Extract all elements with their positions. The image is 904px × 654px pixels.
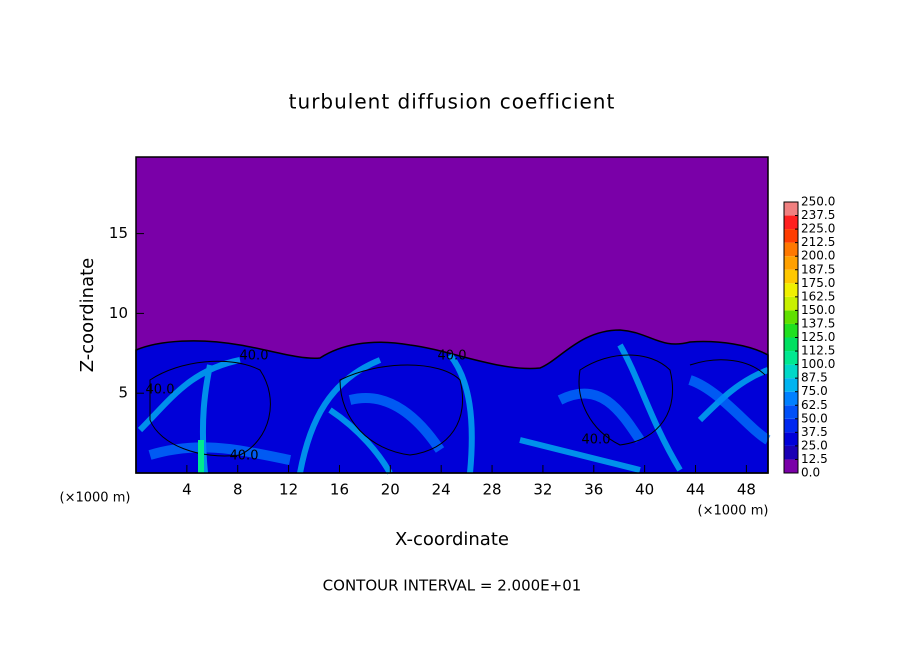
y-tick-label: 10	[109, 304, 128, 322]
colorbar-band	[784, 229, 798, 243]
field-contour	[149, 354, 766, 457]
colorbar-label: 187.5	[801, 262, 835, 276]
field	[135, 157, 771, 475]
x-tick-label: 36	[584, 481, 603, 499]
colorbar-label: 25.0	[801, 438, 828, 452]
x-tick-label: 20	[381, 481, 400, 499]
colorbar-band	[784, 202, 798, 216]
colorbar-label: 125.0	[801, 330, 835, 344]
y-tick-label: 15	[109, 224, 128, 242]
colorbar-label: 100.0	[801, 357, 835, 371]
colorbar-label: 250.0	[801, 195, 835, 209]
x-tick-label: 12	[279, 481, 298, 499]
contour-label: 40.0	[582, 433, 611, 448]
x-tick-label: 16	[330, 481, 349, 499]
colorbar-label: 0.0	[801, 466, 820, 480]
field-streak	[198, 440, 204, 473]
chart-title: turbulent diffusion coefficient	[289, 90, 616, 114]
colorbar-band	[784, 337, 798, 352]
contour-label: 40.0	[230, 449, 259, 464]
colorbar-band	[784, 432, 798, 446]
colorbar-label: 87.5	[801, 371, 828, 385]
colorbar-label: 137.5	[801, 316, 835, 330]
colorbar-label: 50.0	[801, 411, 828, 425]
x-unit: (×1000 m)	[698, 504, 769, 519]
colorbar-label: 150.0	[801, 303, 835, 317]
footer-note: CONTOUR INTERVAL = 2.000E+01	[323, 577, 582, 595]
colorbar-band	[784, 310, 798, 324]
colorbar-label: 162.5	[801, 289, 835, 303]
colorbar-band	[784, 215, 798, 230]
colorbar-band	[784, 283, 798, 297]
contour-label: 40.0	[240, 349, 269, 364]
colorbar-band	[784, 445, 798, 460]
x-tick-label: 40	[635, 481, 654, 499]
y-tick-label: 5	[118, 384, 128, 402]
colorbar-band	[784, 459, 798, 473]
field-streak	[137, 343, 770, 475]
colorbar-label: 212.5	[801, 235, 835, 249]
x-tick-label: 44	[686, 481, 705, 499]
colorbar-band	[784, 256, 798, 270]
colorbar-label: 237.5	[801, 208, 835, 222]
colorbar-band	[784, 242, 798, 257]
colorbar-label: 12.5	[801, 452, 828, 466]
colorbar-label: 225.0	[801, 222, 835, 236]
colorbar-band	[784, 391, 798, 406]
field-streak	[148, 375, 771, 465]
x-tick-label: 48	[737, 481, 756, 499]
x-tick-label: 24	[432, 481, 451, 499]
colorbar-label: 37.5	[801, 425, 828, 439]
colorbar-band	[784, 269, 798, 284]
plot-frame	[135, 156, 769, 474]
x-unit: (×1000 m)	[60, 491, 131, 506]
colorbar-label: 75.0	[801, 384, 828, 398]
colorbar-band	[784, 405, 798, 419]
colorbar-band	[784, 378, 798, 392]
colorbar-label: 175.0	[801, 276, 835, 290]
colorbar-band	[784, 364, 798, 379]
y-axis-label: Z-coordinate	[77, 258, 98, 373]
colorbar-band	[784, 323, 798, 338]
x-tick-label: 8	[233, 481, 243, 499]
x-axis-label: X-coordinate	[395, 529, 509, 550]
colorbar-label: 62.5	[801, 398, 828, 412]
colorbar-band	[784, 296, 798, 311]
contour-label: 40.0	[146, 383, 175, 398]
colorbar-label: 200.0	[801, 249, 835, 263]
colorbar-band	[784, 351, 798, 365]
field-region	[135, 329, 769, 474]
x-tick-label: 28	[483, 481, 502, 499]
colorbar-label: 112.5	[801, 344, 835, 358]
contour-label: 40.0	[438, 349, 467, 364]
x-tick-label: 32	[533, 481, 552, 499]
x-tick-label: 4	[182, 481, 192, 499]
colorbar-band	[784, 418, 798, 433]
